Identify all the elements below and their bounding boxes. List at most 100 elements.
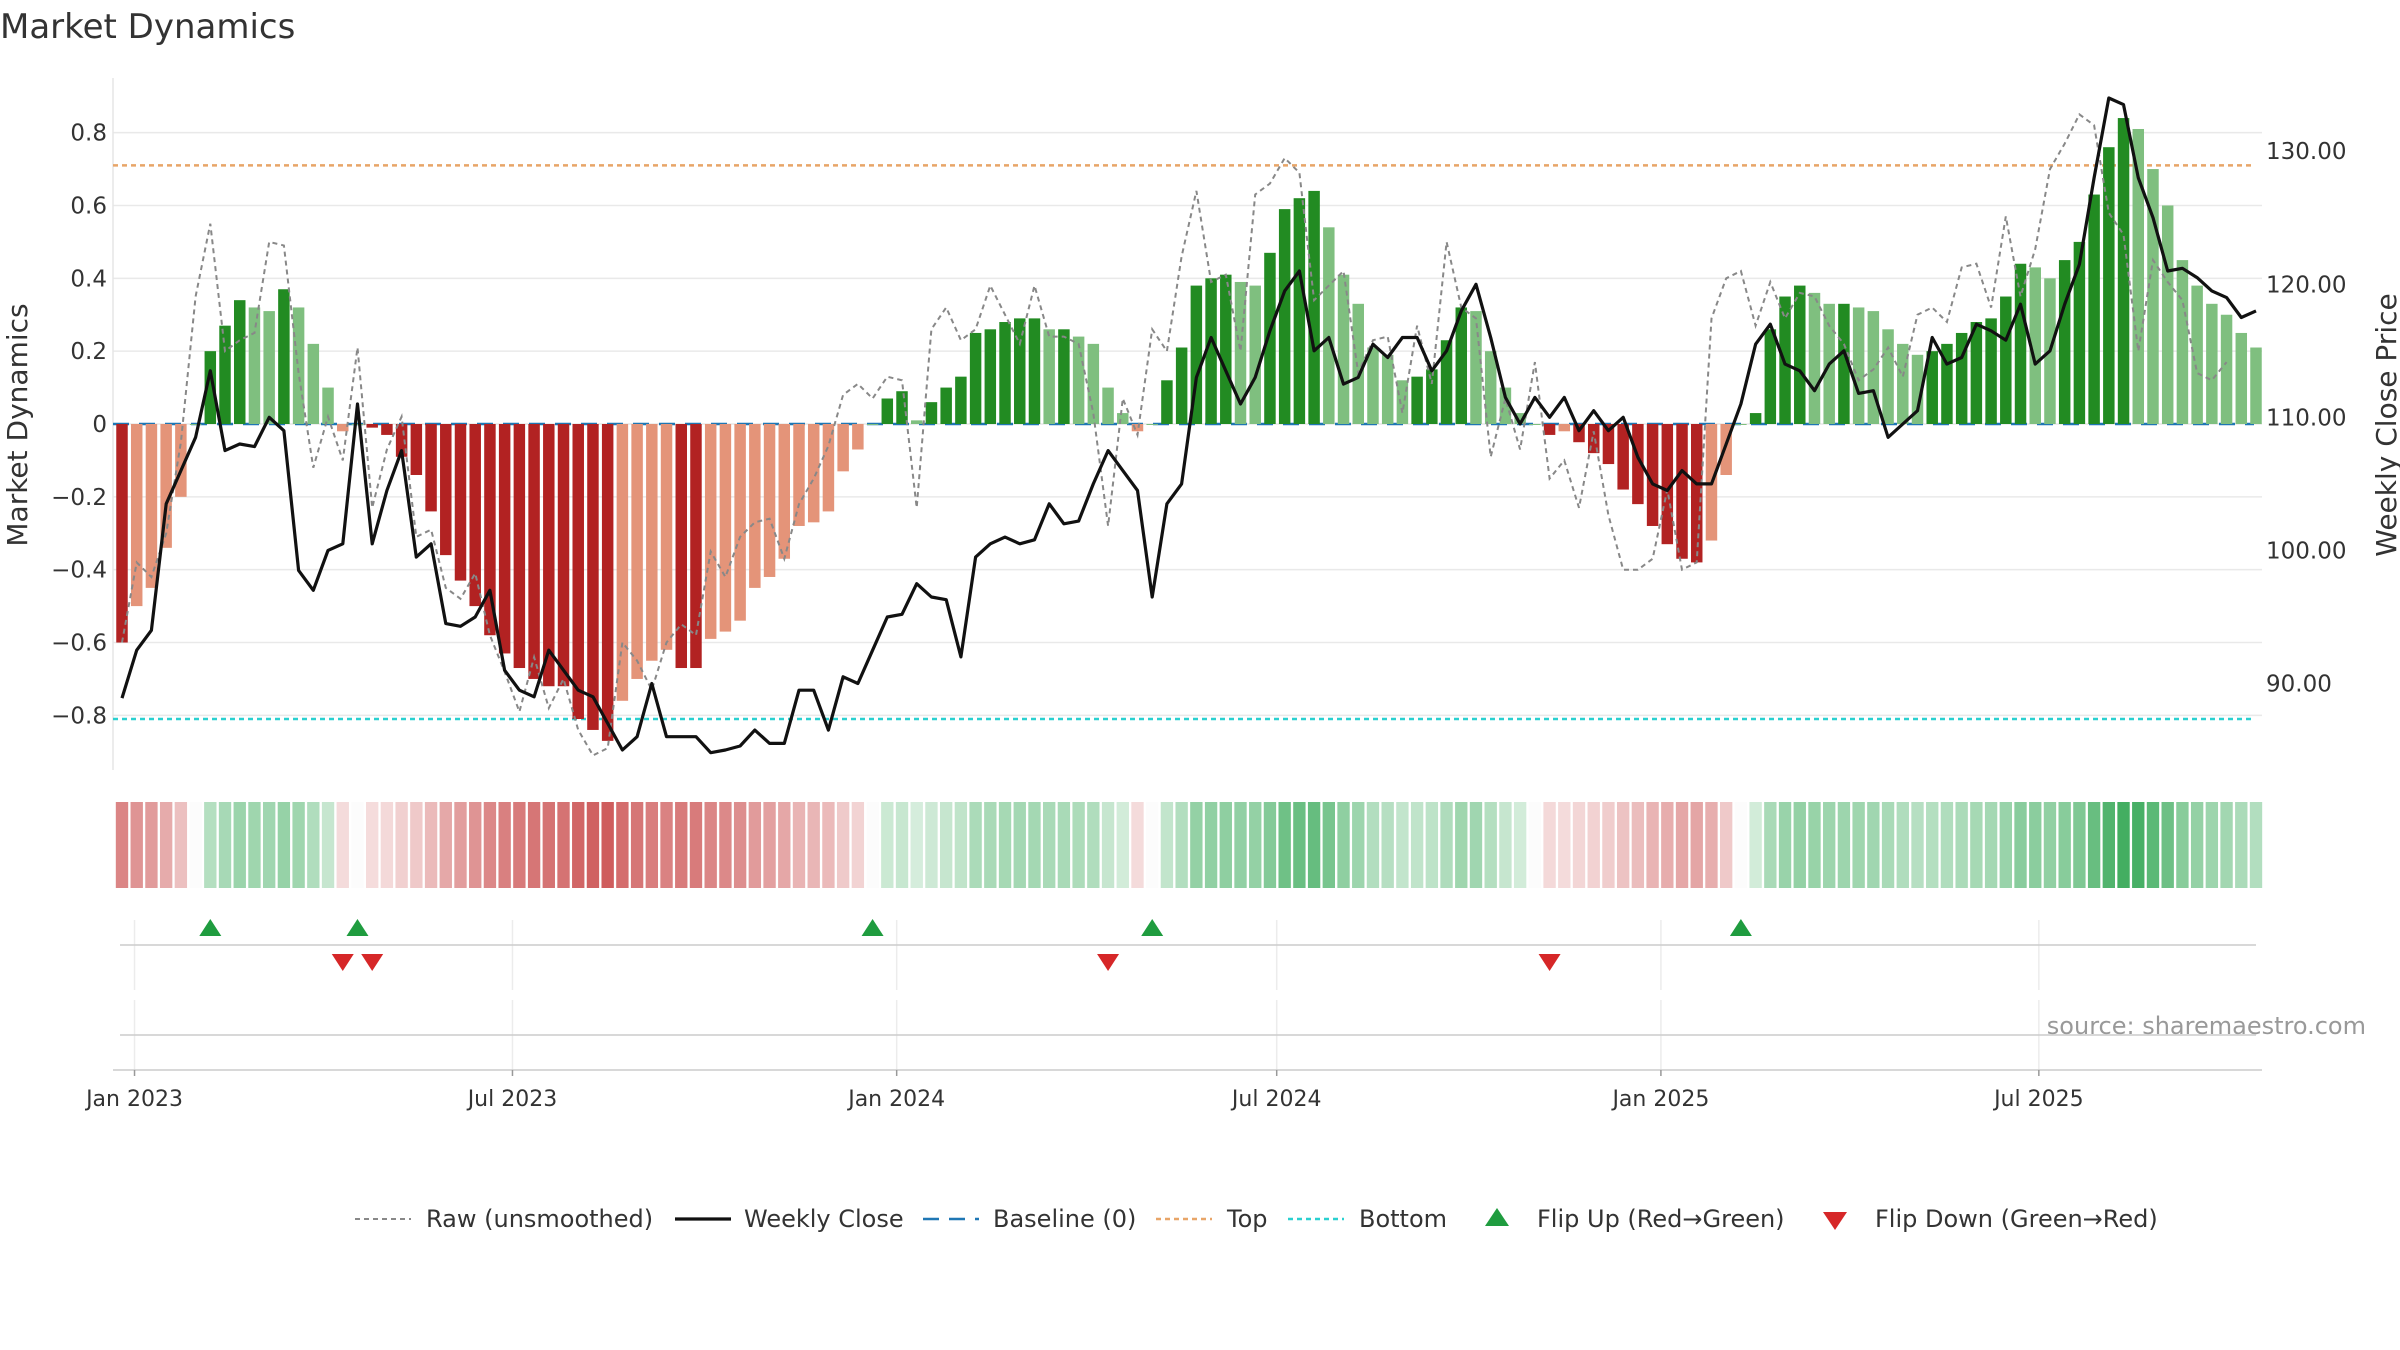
heat-cell bbox=[1116, 802, 1129, 888]
dynamics-bar bbox=[543, 424, 555, 687]
heat-cell bbox=[1057, 802, 1071, 888]
heat-cell bbox=[366, 802, 379, 888]
heat-cell bbox=[513, 802, 526, 888]
heat-cell bbox=[1646, 802, 1659, 888]
heat-cell bbox=[1572, 802, 1586, 888]
dynamics-bar bbox=[749, 424, 761, 588]
dynamics-bar bbox=[2029, 267, 2041, 424]
heat-cell bbox=[2058, 802, 2071, 888]
dynamics-bar bbox=[116, 424, 128, 643]
dynamics-bar bbox=[1955, 332, 1968, 424]
heat-cell bbox=[336, 802, 349, 888]
dynamics-bar bbox=[1720, 424, 1732, 475]
heat-cell bbox=[1778, 802, 1792, 888]
heat-cell bbox=[719, 802, 732, 888]
dynamics-bar bbox=[1323, 227, 1335, 424]
dynamics-bar bbox=[719, 424, 732, 632]
right-tick-label: 90.00 bbox=[2266, 672, 2332, 698]
dynamics-bar bbox=[1043, 329, 1055, 424]
flip-up-marker bbox=[1729, 919, 1752, 936]
heat-cell bbox=[748, 802, 762, 888]
heat-cell bbox=[2102, 802, 2116, 888]
x-tick-label: Jul 2025 bbox=[1992, 1087, 2084, 1112]
dynamics-bar bbox=[1676, 424, 1688, 559]
heat-cell bbox=[1926, 802, 1939, 888]
dynamics-bar bbox=[837, 424, 849, 472]
dynamics-bar bbox=[1117, 413, 1129, 424]
heat-cell bbox=[1749, 802, 1762, 888]
x-tick-label: Jul 2024 bbox=[1230, 1087, 1322, 1112]
heat-cell bbox=[2176, 802, 2189, 888]
heat-cell bbox=[1219, 802, 1232, 888]
heat-cell bbox=[851, 802, 865, 888]
heat-cell bbox=[1896, 802, 1909, 888]
flip-up-marker bbox=[346, 919, 369, 936]
dynamics-bar bbox=[587, 424, 599, 730]
heat-cell bbox=[233, 802, 246, 888]
dynamics-bar bbox=[2235, 332, 2248, 424]
heat-cell bbox=[2190, 802, 2204, 888]
dynamics-bar bbox=[1808, 292, 1821, 424]
dynamics-bar bbox=[940, 387, 952, 424]
dynamics-bar bbox=[1691, 424, 1703, 563]
dynamics-bar bbox=[1838, 303, 1850, 424]
heat-cell bbox=[204, 802, 217, 888]
x-tick-label: Jan 2023 bbox=[84, 1087, 183, 1112]
weekly-close-series bbox=[120, 96, 2257, 755]
dynamics-bar bbox=[2250, 347, 2262, 424]
dynamics-bar bbox=[572, 424, 584, 720]
heat-cell bbox=[2043, 802, 2057, 888]
heat-cell bbox=[1631, 802, 1645, 888]
heat-cell bbox=[675, 802, 688, 888]
dynamics-bar bbox=[1852, 307, 1865, 424]
heat-cell bbox=[733, 802, 747, 888]
dynamics-bar bbox=[969, 332, 982, 424]
dynamics-bar bbox=[1970, 322, 1983, 424]
heat-cell bbox=[1911, 802, 1924, 888]
dynamics-bar bbox=[1234, 281, 1247, 424]
heat-cell bbox=[1425, 802, 1439, 888]
right-axis-label: Weekly Close Price bbox=[2370, 293, 2400, 556]
dynamics-bar bbox=[557, 424, 570, 687]
raw-series bbox=[121, 112, 2228, 757]
dynamics-bar bbox=[1587, 424, 1600, 454]
heat-cell bbox=[1131, 802, 1144, 888]
left-tick-label: −0.8 bbox=[51, 703, 107, 729]
dynamics-bar bbox=[1632, 424, 1644, 505]
flip-up-marker bbox=[199, 919, 222, 936]
heat-cell bbox=[1675, 802, 1689, 888]
left-tick-label: 0.8 bbox=[70, 121, 107, 147]
heat-cell bbox=[1970, 802, 1983, 888]
heat-cell bbox=[969, 802, 982, 888]
heat-cell bbox=[792, 802, 806, 888]
heat-cell bbox=[1881, 802, 1895, 888]
dynamics-bar bbox=[1764, 329, 1777, 424]
dynamics-bar bbox=[1264, 252, 1276, 424]
legend-label: Baseline (0) bbox=[993, 1205, 1136, 1233]
dynamics-bar bbox=[984, 329, 997, 424]
heat-cell bbox=[2220, 802, 2233, 888]
heat-cell bbox=[1043, 802, 1056, 888]
left-tick-label: −0.4 bbox=[51, 558, 107, 584]
weekly-close-line bbox=[120, 96, 2257, 755]
heat-cell bbox=[115, 802, 129, 888]
heat-cell bbox=[616, 802, 629, 888]
dynamics-bar bbox=[454, 424, 467, 581]
heat-cell bbox=[1160, 802, 1174, 888]
dynamics-bar bbox=[1735, 424, 1747, 425]
heat-cell bbox=[2117, 802, 2130, 888]
dynamics-bar bbox=[925, 402, 938, 424]
heat-cell bbox=[939, 802, 953, 888]
dynamics-bar bbox=[2000, 296, 2012, 424]
heat-cell bbox=[2132, 802, 2145, 888]
dynamics-bar bbox=[1558, 424, 1571, 432]
dynamics-bar bbox=[910, 420, 923, 424]
heat-cell bbox=[1587, 802, 1600, 888]
left-tick-label: −0.6 bbox=[51, 631, 107, 657]
legend-swatch-flip-down bbox=[1823, 1212, 1847, 1230]
heat-cell bbox=[1190, 802, 1203, 888]
heat-cell bbox=[292, 802, 305, 888]
heat-cell bbox=[159, 802, 173, 888]
heat-cell bbox=[998, 802, 1012, 888]
heat-cell bbox=[1793, 802, 1806, 888]
